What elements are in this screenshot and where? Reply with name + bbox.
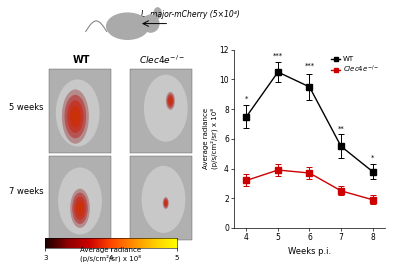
Ellipse shape xyxy=(169,99,171,103)
Bar xyxy=(130,156,193,240)
Ellipse shape xyxy=(167,94,174,108)
Ellipse shape xyxy=(70,106,81,127)
Text: $\it{Clec4e}^{-/-}$: $\it{Clec4e}^{-/-}$ xyxy=(139,54,185,67)
Ellipse shape xyxy=(163,198,168,208)
Ellipse shape xyxy=(144,75,188,142)
Ellipse shape xyxy=(58,167,102,234)
Legend: WT, $\it{Clec4e}^{-/-}$: WT, $\it{Clec4e}^{-/-}$ xyxy=(329,53,382,78)
Text: **: ** xyxy=(338,125,344,132)
Text: 7 weeks: 7 weeks xyxy=(9,187,44,196)
Bar xyxy=(49,69,111,153)
Bar xyxy=(130,69,193,153)
Ellipse shape xyxy=(62,89,89,144)
Ellipse shape xyxy=(70,189,90,228)
Ellipse shape xyxy=(78,204,82,212)
Ellipse shape xyxy=(73,111,78,122)
Text: 5 weeks: 5 weeks xyxy=(9,103,44,112)
Text: *: * xyxy=(371,155,374,161)
Ellipse shape xyxy=(169,97,172,105)
Ellipse shape xyxy=(154,8,161,18)
Bar xyxy=(49,156,111,240)
Ellipse shape xyxy=(56,79,99,146)
Ellipse shape xyxy=(166,92,175,110)
X-axis label: Weeks p.i.: Weeks p.i. xyxy=(288,247,331,256)
Text: ***: *** xyxy=(305,63,314,69)
Ellipse shape xyxy=(76,200,84,216)
Text: *: * xyxy=(245,96,248,102)
Ellipse shape xyxy=(163,197,169,209)
Text: ***: *** xyxy=(273,53,283,59)
Ellipse shape xyxy=(165,201,167,205)
Ellipse shape xyxy=(72,193,88,224)
Ellipse shape xyxy=(143,15,159,32)
Ellipse shape xyxy=(107,13,149,39)
Ellipse shape xyxy=(168,95,173,106)
Ellipse shape xyxy=(67,100,83,133)
Ellipse shape xyxy=(141,166,185,233)
Text: Average radiance
(p/s/cm²/sr) x 10⁸: Average radiance (p/s/cm²/sr) x 10⁸ xyxy=(80,247,141,262)
Ellipse shape xyxy=(165,202,166,204)
Ellipse shape xyxy=(74,196,86,220)
Text: WT: WT xyxy=(72,55,90,65)
Ellipse shape xyxy=(164,199,167,207)
Text: L. major-mCherry (5×10⁴): L. major-mCherry (5×10⁴) xyxy=(141,10,239,19)
Y-axis label: Average radiance
(p/s/cm²/sr) x 10⁸: Average radiance (p/s/cm²/sr) x 10⁸ xyxy=(203,108,218,170)
Ellipse shape xyxy=(64,95,86,138)
